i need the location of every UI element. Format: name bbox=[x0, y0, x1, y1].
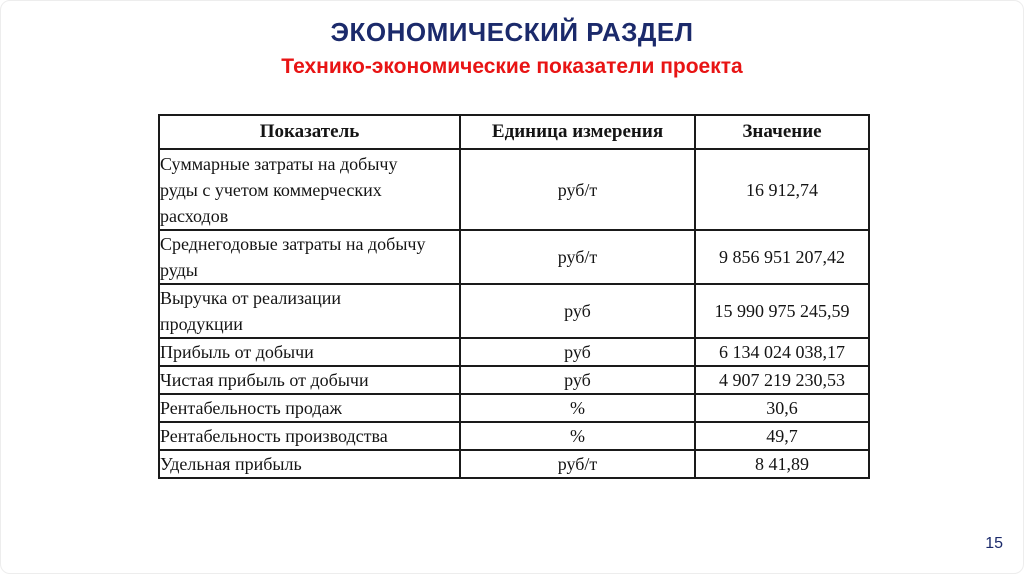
table-row: Суммарные затраты на добычу руды с учето… bbox=[158, 148, 870, 231]
value-cell: 4 907 219 230,53 bbox=[694, 365, 870, 395]
page-title: ЭКОНОМИЧЕСКИЙ РАЗДЕЛ bbox=[330, 17, 694, 47]
value-cell: 6 134 024 038,17 bbox=[694, 337, 870, 367]
value-cell: 16 912,74 bbox=[694, 148, 870, 231]
value-cell: 49,7 bbox=[694, 421, 870, 451]
table-row: Рентабельность продаж % 30,6 bbox=[158, 393, 870, 423]
page-number: 15 bbox=[985, 535, 1003, 552]
table-row: Удельная прибыль руб/т 8 41,89 bbox=[158, 449, 870, 479]
value-cell: 9 856 951 207,42 bbox=[694, 229, 870, 285]
table-row: Рентабельность производства % 49,7 bbox=[158, 421, 870, 451]
indicator-cell: Чистая прибыль от добычи bbox=[158, 365, 461, 395]
value-cell: 8 41,89 bbox=[694, 449, 870, 479]
unit-cell: % bbox=[459, 393, 696, 423]
col-header-indicator: Показатель bbox=[158, 114, 461, 150]
table-row: Чистая прибыль от добычи руб 4 907 219 2… bbox=[158, 365, 870, 395]
indicator-cell: Среднегодовые затраты на добычу руды bbox=[158, 229, 461, 285]
table-header-row: Показатель Единица измерения Значение bbox=[158, 114, 870, 150]
indicator-cell: Рентабельность производства bbox=[158, 421, 461, 451]
unit-cell: руб/т bbox=[459, 449, 696, 479]
unit-cell: руб/т bbox=[459, 148, 696, 231]
indicator-cell: Выручка от реализации продукции bbox=[158, 283, 461, 339]
indicators-table: Показатель Единица измерения Значение Су… bbox=[158, 114, 870, 479]
table-row: Среднегодовые затраты на добычу руды руб… bbox=[158, 229, 870, 285]
unit-cell: руб/т bbox=[459, 229, 696, 285]
col-header-unit: Единица измерения bbox=[459, 114, 696, 150]
value-cell: 30,6 bbox=[694, 393, 870, 423]
unit-cell: руб bbox=[459, 365, 696, 395]
indicator-cell: Прибыль от добычи bbox=[158, 337, 461, 367]
table-row: Выручка от реализации продукции руб 15 9… bbox=[158, 283, 870, 339]
indicator-cell: Рентабельность продаж bbox=[158, 393, 461, 423]
slide-subtitle: Технико-экономические показатели проекта bbox=[281, 55, 743, 78]
unit-cell: % bbox=[459, 421, 696, 451]
indicator-cell: Суммарные затраты на добычу руды с учето… bbox=[158, 148, 461, 231]
indicator-cell: Удельная прибыль bbox=[158, 449, 461, 479]
table-row: Прибыль от добычи руб 6 134 024 038,17 bbox=[158, 337, 870, 367]
unit-cell: руб bbox=[459, 337, 696, 367]
value-cell: 15 990 975 245,59 bbox=[694, 283, 870, 339]
col-header-value: Значение bbox=[694, 114, 870, 150]
unit-cell: руб bbox=[459, 283, 696, 339]
